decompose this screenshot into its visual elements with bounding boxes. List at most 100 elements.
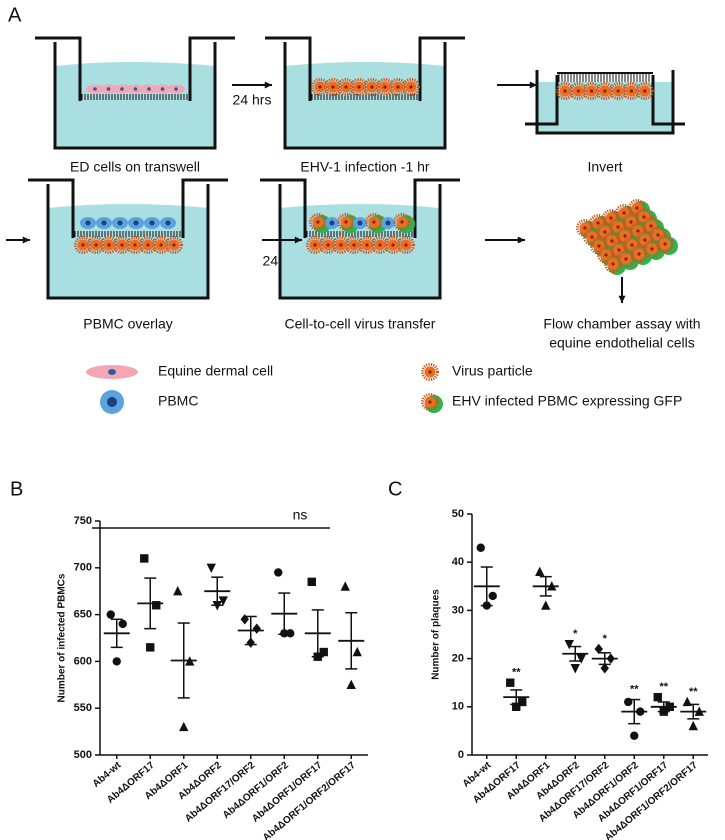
virus-core — [590, 89, 594, 93]
virus-spikes — [421, 393, 439, 411]
y-tick-label: 0 — [458, 749, 464, 761]
pbmc-core — [85, 220, 91, 226]
virus-core — [120, 243, 124, 247]
point — [146, 643, 155, 652]
significance: ** — [659, 681, 668, 693]
significance: * — [573, 628, 578, 640]
point — [206, 563, 216, 573]
y-tick-label: 550 — [74, 702, 92, 714]
virus-core — [146, 243, 150, 247]
point — [112, 657, 121, 666]
legend-symbol — [108, 369, 116, 375]
virus-core — [616, 89, 620, 93]
point — [319, 647, 328, 657]
medium — [55, 62, 215, 148]
virus-core — [326, 243, 330, 247]
point — [506, 678, 515, 687]
virus-core — [609, 216, 613, 220]
nucleus — [106, 87, 111, 91]
point — [518, 697, 527, 707]
y-axis-label: Number of plaques — [431, 589, 442, 680]
point — [541, 600, 551, 610]
virus-core — [409, 85, 413, 89]
point — [152, 601, 161, 610]
virus-core — [563, 89, 567, 93]
virus-core — [624, 257, 628, 261]
virus-spikes — [595, 82, 614, 100]
virus-core — [636, 229, 640, 233]
point — [240, 614, 249, 625]
point — [488, 591, 497, 601]
outer-well — [535, 70, 675, 135]
annotation: ns — [293, 507, 308, 523]
significance: * — [603, 633, 608, 645]
point — [286, 629, 295, 638]
virus-core — [331, 85, 335, 89]
arrow-head — [529, 81, 537, 89]
nucleus — [160, 87, 165, 91]
virus-core — [344, 220, 348, 224]
point — [173, 586, 183, 596]
virus-core — [603, 89, 607, 93]
y-tick-label: 20 — [452, 653, 464, 665]
virus-core — [396, 85, 400, 89]
point — [352, 646, 362, 657]
virus-spikes — [402, 78, 420, 96]
point — [346, 679, 356, 689]
pbmc-core — [133, 220, 139, 226]
nucleus — [120, 87, 124, 91]
y-tick-label: 650 — [74, 609, 92, 621]
step-caption: ED cells on transwell — [70, 159, 200, 175]
virus-spikes — [393, 213, 411, 231]
virus-spikes — [628, 199, 646, 217]
virus-spikes — [582, 82, 601, 100]
step-caption: equine endothelial cells — [549, 335, 695, 351]
virus-spikes — [635, 208, 653, 226]
outer-well — [46, 184, 210, 300]
point — [653, 692, 662, 702]
panel-label: B — [10, 478, 23, 500]
arrow-head — [22, 236, 30, 244]
virus-spikes — [165, 236, 183, 254]
pbmc-core — [385, 220, 391, 226]
insert — [260, 178, 307, 238]
virus-core — [643, 89, 647, 93]
y-axis-label: Number of infected PBMCs — [57, 573, 68, 702]
significance: ** — [689, 686, 698, 698]
point — [307, 577, 316, 587]
diagram-art — [6, 36, 685, 414]
point — [252, 623, 261, 634]
virus-core — [622, 211, 626, 215]
virus-core — [159, 243, 163, 247]
step-caption: Flow chamber assay with — [543, 316, 700, 332]
legend-label: Virus particle — [452, 363, 533, 379]
virus-core — [378, 243, 382, 247]
virus-core — [642, 215, 646, 219]
step-caption: EHV-1 infection -1 hr — [300, 159, 430, 175]
virus-spikes — [397, 236, 415, 254]
arrow-head — [264, 81, 272, 89]
pbmc-core — [149, 220, 155, 226]
point — [476, 543, 485, 552]
significance: ** — [512, 667, 521, 679]
virus-core — [617, 248, 621, 252]
virus-core — [643, 238, 647, 242]
arrow-head — [517, 236, 525, 244]
legend-label: Equine dermal cell — [158, 363, 273, 379]
point — [630, 731, 639, 740]
y-tick-label: 750 — [74, 515, 92, 527]
virus-spikes — [569, 82, 588, 100]
virus-core — [629, 89, 634, 93]
y-tick-label: 50 — [452, 508, 464, 520]
y-tick-label: 40 — [452, 556, 464, 568]
point — [106, 610, 115, 619]
arrow-label: 24 hrs — [233, 92, 272, 108]
point — [512, 702, 521, 711]
insert — [525, 75, 559, 126]
legend-label: EHV infected PBMC expressing GFP — [452, 393, 682, 409]
virus-core — [616, 225, 620, 229]
virus-core — [611, 262, 615, 266]
virus-spikes — [642, 217, 660, 235]
virus-core — [603, 230, 607, 234]
virus-spikes — [556, 82, 574, 100]
